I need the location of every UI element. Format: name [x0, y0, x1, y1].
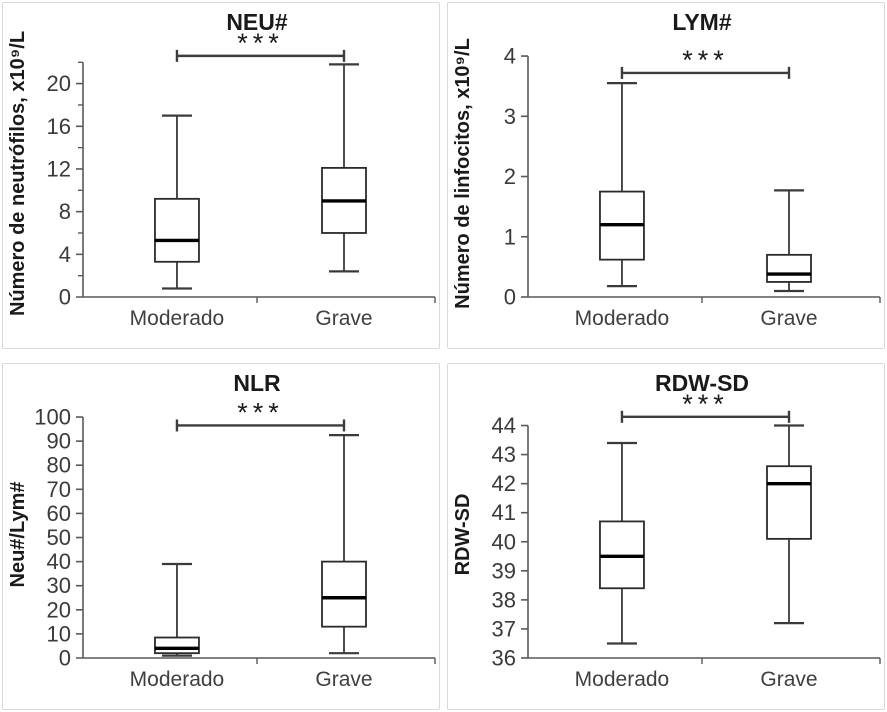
iqr-box [766, 253, 812, 283]
y-axis-label: RDW-SD [452, 494, 474, 576]
iqr-box [154, 636, 200, 655]
significance-label: *** [237, 397, 284, 427]
lym-boxplot-chart: LYM# Número de linfocitos, x10⁹/L 0 1 2 3 4 Mod… [452, 9, 881, 330]
y-tick-label: 41 [492, 500, 516, 525]
panel-nlr: NLR Neu#/Lym# 0 10 20 30 40 50 60 70 80 90 100 Modera… [2, 363, 440, 710]
y-tick-label: 90 [47, 429, 71, 454]
neu-boxplot-chart: NEU# Número de neutrófilos, x10⁹/L 0 4 8 12 16… [7, 9, 436, 330]
x-category-label: Moderado [130, 668, 225, 691]
y-tick-label: 16 [47, 114, 71, 139]
y-tick-label: 8 [59, 199, 71, 224]
y-tick-label: 3 [504, 104, 516, 129]
x-category-label: Moderado [130, 307, 225, 330]
y-axis-label: Número de linfocitos, x10⁹/L [452, 38, 474, 309]
iqr-box [154, 197, 200, 263]
chart-title: LYM# [672, 9, 731, 35]
y-tick-label: 0 [504, 285, 516, 310]
y-tick-label: 37 [492, 616, 516, 641]
x-category-label: Moderado [575, 668, 670, 691]
y-tick-label: 0 [59, 285, 71, 310]
panel-rdw-sd: RDW-SD RDW-SD 36 37 38 39 40 41 42 43 44 Moderado Gr… [447, 363, 885, 710]
y-tick-label: 42 [492, 471, 516, 496]
chart-title: RDW-SD [655, 370, 749, 396]
y-tick-label: 40 [492, 529, 516, 554]
x-category-label: Moderado [575, 307, 670, 330]
y-tick-label: 36 [492, 646, 516, 671]
y-tick-label: 70 [47, 477, 71, 502]
y-tick-label: 4 [504, 44, 516, 69]
y-tick-label: 43 [492, 442, 516, 467]
rdw-sd-boxplot-chart: RDW-SD RDW-SD 36 37 38 39 40 41 42 43 44 Moderado Gr… [452, 370, 881, 691]
x-category-label: Grave [760, 307, 817, 330]
significance-label: *** [237, 28, 284, 58]
iqr-box [321, 560, 367, 628]
x-category-label: Grave [760, 668, 817, 691]
y-tick-label: 40 [47, 549, 71, 574]
x-category-label: Grave [315, 668, 372, 691]
panel-lym: LYM# Número de linfocitos, x10⁹/L 0 1 2 3 4 Mod… [447, 2, 885, 349]
y-tick-label: 38 [492, 587, 516, 612]
chart-title: NLR [233, 370, 281, 396]
iqr-box [766, 465, 812, 540]
chart-title: NEU# [226, 9, 288, 35]
y-tick-label: 80 [47, 453, 71, 478]
y-tick-label: 44 [492, 413, 516, 438]
y-tick-label: 1 [504, 224, 516, 249]
y-tick-label: 2 [504, 164, 516, 189]
y-tick-label: 30 [47, 573, 71, 598]
significance-label: *** [682, 45, 729, 75]
y-axis-label: Neu#/Lym# [7, 482, 29, 588]
y-tick-label: 4 [59, 242, 71, 267]
y-tick-label: 0 [59, 646, 71, 671]
y-tick-label: 10 [47, 621, 71, 646]
y-tick-label: 39 [492, 558, 516, 583]
panel-neu: NEU# Número de neutrófilos, x10⁹/L 0 4 8 12 16… [2, 2, 440, 349]
y-tick-label: 60 [47, 501, 71, 526]
x-category-label: Grave [315, 307, 372, 330]
y-tick-label: 12 [47, 156, 71, 181]
y-axis-label: Número de neutrófilos, x10⁹/L [7, 31, 29, 316]
y-tick-label: 100 [34, 405, 71, 430]
significance-label: *** [682, 389, 729, 419]
y-tick-label: 20 [47, 71, 71, 96]
y-tick-label: 50 [47, 525, 71, 550]
y-tick-label: 20 [47, 597, 71, 622]
